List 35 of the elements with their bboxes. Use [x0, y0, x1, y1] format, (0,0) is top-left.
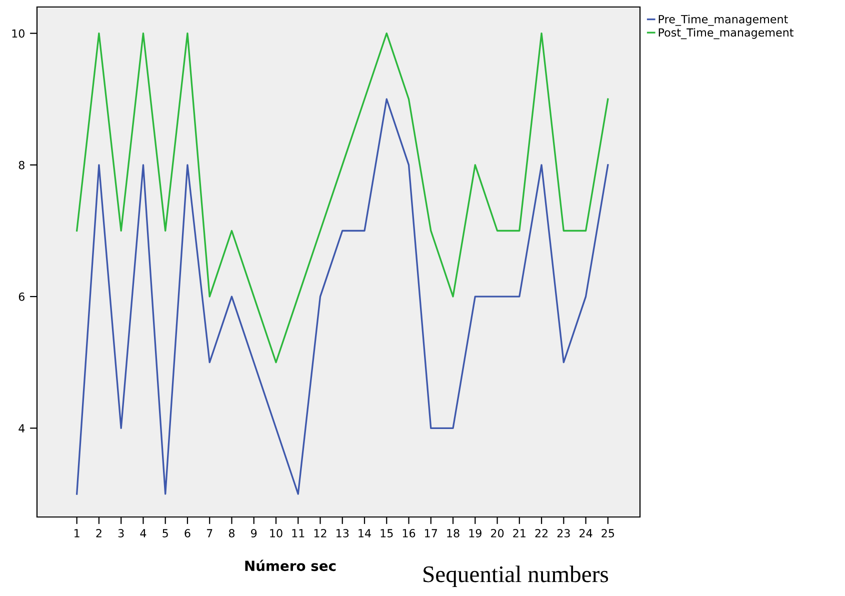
x-tick-label: 19: [469, 529, 482, 538]
x-axis-title: Número sec: [245, 560, 336, 572]
line-series: [76, 32, 609, 364]
x-tick-label: 18: [447, 529, 460, 538]
line-series: [76, 98, 609, 495]
x-tick-label: 15: [380, 529, 393, 538]
x-tick-label: 11: [292, 529, 304, 538]
x-tick-label: 21: [513, 529, 526, 538]
x-tick-label: 23: [557, 529, 570, 538]
y-tick-label: 8: [18, 160, 24, 170]
legend-label: Post_Time_management: [658, 28, 794, 40]
y-tick-label: 4: [18, 424, 25, 432]
x-tick-label: 17: [425, 529, 438, 538]
x-tick-label: 24: [580, 529, 592, 538]
x-tick-label: 1: [74, 529, 80, 538]
x-tick-label: 25: [602, 529, 614, 538]
x-tick-label: 9: [251, 529, 257, 538]
x-tick-label: 20: [491, 529, 504, 538]
x-tick-label: 12: [314, 529, 326, 538]
y-tick-label: 10: [12, 29, 24, 38]
x-tick-label: 2: [96, 529, 102, 538]
x-tick-label: 13: [336, 529, 349, 538]
x-tick-label: 10: [270, 529, 282, 538]
x-tick-label: 7: [206, 529, 212, 538]
x-tick-label: 22: [535, 529, 548, 538]
x-tick-label: 5: [162, 529, 168, 538]
legend-label: Pre_Time_management: [658, 14, 788, 26]
x-tick-label: 14: [358, 529, 371, 538]
x-tick-label: 8: [228, 529, 235, 538]
x-tick-label: 16: [402, 529, 416, 538]
text: Sequential numbers: [424, 566, 608, 588]
x-tick-label: 6: [184, 529, 190, 538]
y-tick-label: 6: [18, 292, 24, 301]
x-tick-label: 4: [140, 529, 146, 538]
x-tick-label: 3: [118, 529, 124, 538]
